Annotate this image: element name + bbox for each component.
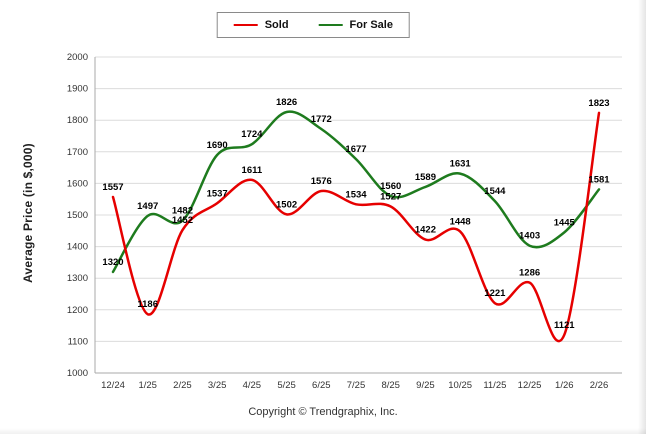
data-label: 1560: [380, 181, 401, 192]
sold-series-line: [111, 111, 601, 343]
data-label: 1677: [345, 144, 366, 155]
data-label: 1772: [311, 114, 332, 125]
x-tick-label: 9/25: [416, 380, 435, 391]
data-label: 1527: [380, 191, 401, 202]
data-label: 1589: [415, 172, 436, 183]
data-label: 1557: [102, 182, 123, 193]
y-tick-label: 1200: [67, 305, 88, 316]
data-label: 1403: [519, 231, 540, 242]
y-tick-label: 1600: [67, 178, 88, 189]
sold-line-swatch: [233, 24, 258, 26]
x-tick-label: 12/24: [101, 380, 125, 391]
y-tick-label: 1300: [67, 273, 88, 284]
data-label: 1823: [588, 98, 609, 109]
x-tick-label: 4/25: [243, 380, 262, 391]
y-tick-label: 2000: [67, 52, 88, 63]
data-label: 1186: [137, 299, 158, 310]
data-label: 1502: [276, 199, 297, 210]
copyright: Copyright © Trendgraphix, Inc.: [248, 406, 398, 418]
y-tick-label: 1800: [67, 115, 88, 126]
data-label: 1448: [450, 216, 471, 227]
data-label: 1121: [554, 320, 575, 331]
y-tick-label: 1000: [67, 368, 88, 379]
legend-label-for-sale: For Sale: [349, 19, 393, 31]
data-label: 1286: [519, 268, 540, 279]
x-tick-label: 11/25: [483, 380, 506, 391]
y-tick-label: 1900: [67, 84, 88, 95]
data-label: 1581: [588, 174, 610, 185]
data-label: 1826: [276, 97, 297, 108]
data-label: 1724: [241, 129, 263, 140]
data-label: 1534: [345, 189, 367, 200]
data-label: 1422: [415, 225, 436, 236]
y-tick-label: 1400: [67, 242, 88, 253]
legend-label-sold: Sold: [264, 19, 289, 31]
for-sale-series-line: [111, 110, 601, 274]
y-tick-label: 1700: [67, 147, 88, 158]
y-tick-label: 1500: [67, 210, 88, 221]
legend-item-sold: Sold: [233, 19, 289, 31]
x-tick-label: 10/25: [448, 380, 472, 391]
y-tick-label: 1100: [68, 336, 88, 347]
data-label: 1482: [172, 206, 193, 217]
x-tick-label: 6/25: [312, 380, 331, 391]
data-label: 1320: [102, 257, 123, 268]
x-tick-label: 1/26: [555, 380, 574, 391]
x-tick-label: 8/25: [381, 380, 400, 391]
x-tick-label: 1/25: [138, 380, 157, 391]
x-tick-label: 2/26: [590, 380, 609, 391]
data-label: 1690: [207, 140, 228, 151]
y-axis-title: Average Price (in $,000): [21, 143, 35, 283]
legend-item-for-sale: For Sale: [318, 19, 393, 31]
x-tick-label: 3/25: [208, 380, 227, 391]
data-label: 1221: [484, 288, 506, 299]
data-label: 1576: [311, 176, 332, 187]
x-tick-label: 2/25: [173, 380, 192, 391]
x-tick-label: 12/25: [518, 380, 542, 391]
data-label: 1611: [242, 165, 263, 176]
legend: Sold For Sale: [216, 12, 410, 38]
data-label: 1631: [450, 159, 472, 170]
x-tick-label: 5/25: [277, 380, 296, 391]
for-sale-line-swatch: [318, 24, 343, 26]
data-label: 1497: [137, 201, 158, 212]
data-label: 1452: [172, 215, 193, 226]
data-label: 1445: [554, 217, 576, 228]
x-tick-label: 7/25: [347, 380, 366, 391]
data-label: 1544: [484, 186, 506, 197]
data-label: 1537: [207, 188, 228, 199]
